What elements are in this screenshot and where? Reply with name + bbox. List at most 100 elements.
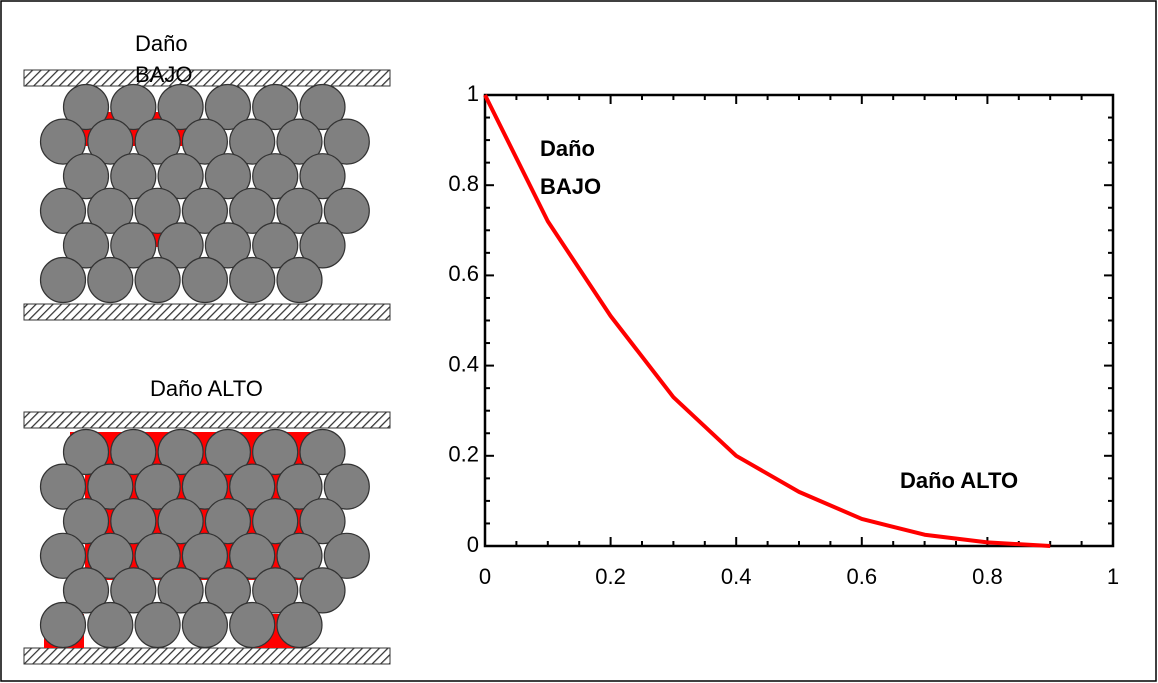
grain — [229, 532, 276, 579]
grain — [39, 463, 87, 510]
grain — [204, 153, 251, 200]
grain — [39, 118, 87, 165]
grain — [157, 83, 204, 131]
grain — [39, 532, 87, 579]
diagram-label: Daño — [135, 31, 188, 56]
x-tick-label: 1 — [1107, 564, 1119, 589]
diagram-label: Daño ALTO — [150, 376, 263, 401]
grain — [110, 83, 157, 131]
grain — [299, 567, 346, 614]
grain — [181, 187, 228, 234]
grain — [62, 428, 110, 476]
grain — [181, 118, 228, 165]
x-tick-label: 0 — [479, 564, 491, 589]
grain — [323, 187, 370, 234]
grain — [181, 463, 228, 510]
grain — [110, 428, 157, 476]
y-tick-label: 1 — [467, 81, 479, 106]
grain — [299, 498, 346, 545]
grain — [252, 567, 299, 614]
diagrams — [23, 69, 391, 665]
x-tick-label: 0.4 — [721, 564, 752, 589]
y-tick-label: 0.4 — [448, 351, 479, 376]
grain — [299, 222, 346, 269]
grain — [323, 532, 370, 579]
grain — [39, 601, 87, 649]
grain — [87, 532, 134, 579]
grain — [276, 118, 323, 165]
plate — [23, 303, 391, 321]
grain — [110, 498, 157, 545]
grain — [39, 256, 87, 304]
curve — [483, 94, 1051, 548]
grain — [204, 498, 251, 545]
grain — [87, 256, 134, 304]
grain — [181, 256, 228, 304]
annotation: Daño ALTO — [900, 468, 1018, 493]
grain — [157, 222, 204, 269]
grain — [87, 187, 134, 234]
grain — [134, 118, 181, 165]
y-tick-label: 0.8 — [448, 171, 479, 196]
grain — [276, 187, 323, 234]
grain — [87, 118, 134, 165]
grain — [62, 567, 110, 614]
grain — [62, 83, 110, 131]
annotation: BAJO — [540, 174, 601, 199]
grain — [134, 187, 181, 234]
x-tick-label: 0.8 — [972, 564, 1003, 589]
grain — [87, 463, 134, 510]
grain — [157, 428, 204, 476]
grain — [157, 567, 204, 614]
x-tick-label: 0.2 — [595, 564, 626, 589]
grain — [229, 118, 276, 165]
grain — [276, 256, 323, 304]
grain — [134, 463, 181, 510]
grain — [276, 532, 323, 579]
grain — [229, 256, 276, 304]
plot-frame — [483, 93, 1115, 548]
grain — [323, 463, 370, 510]
grain — [299, 153, 346, 200]
grain — [299, 83, 346, 131]
grain — [110, 567, 157, 614]
grain — [62, 498, 110, 545]
grain — [252, 222, 299, 269]
grain — [276, 601, 323, 649]
grain — [323, 118, 370, 165]
grain — [62, 222, 110, 269]
x-tick-label: 0.6 — [847, 564, 878, 589]
grain — [157, 498, 204, 545]
grain — [87, 601, 134, 649]
grain — [110, 222, 157, 269]
plate — [23, 69, 391, 87]
grain — [229, 601, 276, 649]
grain — [181, 601, 228, 649]
grain — [39, 187, 87, 234]
grain — [62, 153, 110, 200]
y-tick-label: 0.6 — [448, 261, 479, 286]
annotation: Daño — [540, 136, 595, 161]
grain — [229, 187, 276, 234]
grain — [204, 567, 251, 614]
grain — [204, 83, 251, 131]
grain — [252, 428, 299, 476]
grain — [134, 256, 181, 304]
y-tick-label: 0.2 — [448, 442, 479, 467]
grain — [252, 83, 299, 131]
grain — [229, 463, 276, 510]
grain — [299, 428, 346, 476]
grain — [134, 601, 181, 649]
grain — [157, 153, 204, 200]
grain — [204, 428, 251, 476]
grain — [181, 532, 228, 579]
y-tick-label: 0 — [467, 532, 479, 557]
grain — [252, 153, 299, 200]
grain — [276, 463, 323, 510]
grain — [134, 532, 181, 579]
plate — [23, 411, 391, 429]
grain — [204, 222, 251, 269]
plate — [23, 647, 391, 665]
